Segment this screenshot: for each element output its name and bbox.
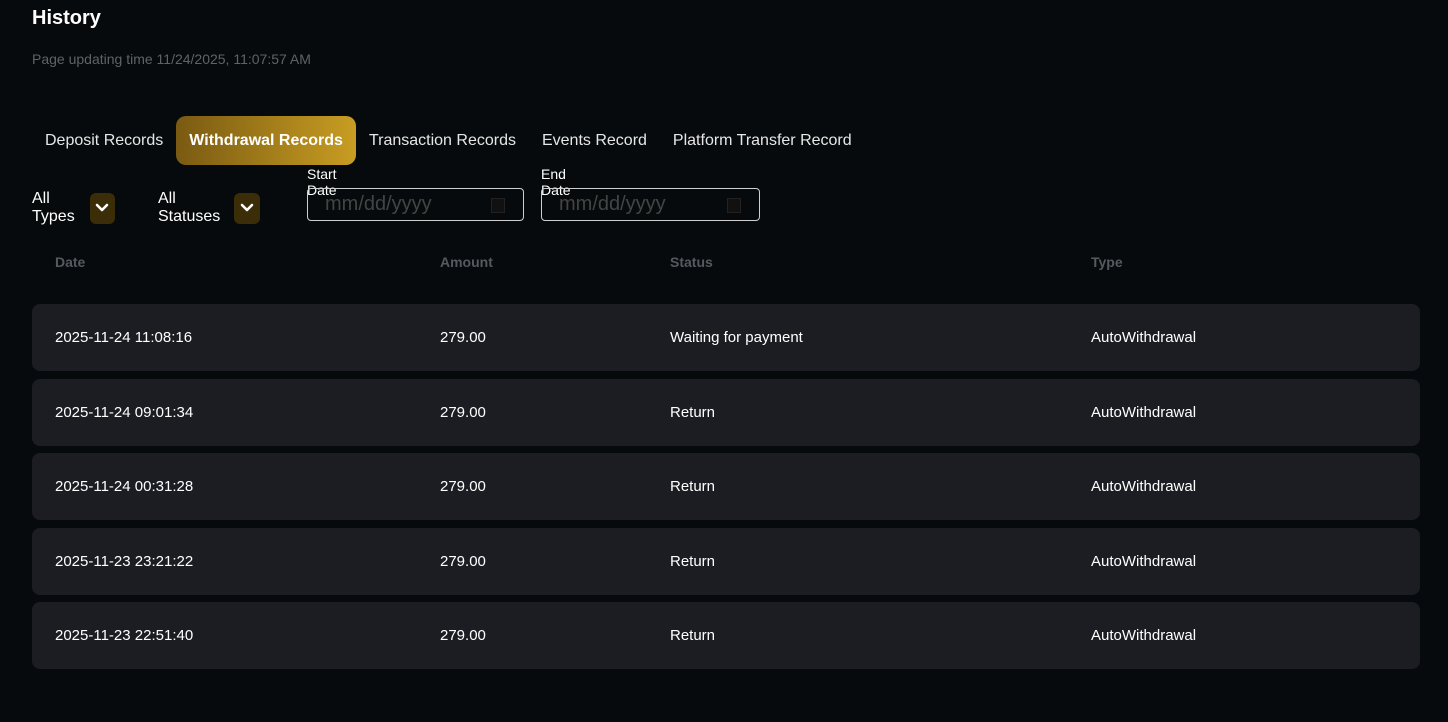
start-date-input[interactable]: mm/dd/yyyy xyxy=(307,188,524,221)
cell-amount: 279.00 xyxy=(440,553,486,570)
cell-date: 2025-11-24 09:01:34 xyxy=(55,404,194,421)
column-type: Type xyxy=(1091,254,1123,270)
table-row: 2025-11-24 00:31:28 279.00 Return AutoWithd… xyxy=(32,453,1420,520)
page-update-time: Page updating time 11/24/2025, 11:07:57 … xyxy=(32,51,311,67)
tab-deposit-records[interactable]: Deposit Records xyxy=(45,132,164,149)
cell-type: AutoWithdrawal xyxy=(1091,329,1197,346)
cell-type: AutoWithdrawal xyxy=(1091,404,1197,421)
table-row: 2025-11-24 09:01:34 279.00 Return AutoWithd… xyxy=(32,379,1420,446)
status-select[interactable]: All Statuses xyxy=(158,190,261,226)
cell-status: Waiting for payment xyxy=(670,329,803,346)
cell-type: AutoWithdrawal xyxy=(1091,478,1197,495)
cell-date: 2025-11-23 22:51:40 xyxy=(55,627,194,644)
calendar-icon[interactable] xyxy=(491,198,505,213)
record-tabs: Deposit Records Withdrawal Records Trans… xyxy=(32,116,865,165)
table-row: 2025-11-24 11:08:16 279.00 Waiting for pay… xyxy=(32,304,1420,371)
column-status: Status xyxy=(670,254,713,270)
type-select[interactable]: All Types xyxy=(32,190,115,226)
cell-status: Return xyxy=(670,553,716,570)
end-date-placeholder: mm/dd/yyyy xyxy=(559,193,666,215)
tab-withdrawal-records[interactable]: Withdrawal Records xyxy=(176,116,356,165)
cell-date: 2025-11-23 23:21:22 xyxy=(55,553,194,570)
start-date-label: Start Date xyxy=(307,166,337,198)
cell-date: 2025-11-24 00:31:28 xyxy=(55,478,194,495)
cell-status: Return xyxy=(670,404,716,421)
type-select-value: All Types xyxy=(32,190,75,225)
column-date: Date xyxy=(55,254,86,270)
cell-status: Return xyxy=(670,627,716,644)
cell-amount: 279.00 xyxy=(440,404,486,421)
cell-type: AutoWithdrawal xyxy=(1091,627,1197,644)
table-row: 2025-11-23 23:21:22 279.00 Return AutoWithd… xyxy=(32,528,1420,595)
tab-transaction-records[interactable]: Transaction Records xyxy=(368,132,516,149)
chevron-down-icon[interactable] xyxy=(234,192,261,224)
end-date-input[interactable]: mm/dd/yyyy xyxy=(541,188,760,221)
cell-type: AutoWithdrawal xyxy=(1091,553,1197,570)
cell-status: Return xyxy=(670,478,716,495)
status-select-value: All Statuses xyxy=(158,190,221,225)
chevron-down-icon[interactable] xyxy=(89,192,115,224)
cell-amount: 279.00 xyxy=(440,627,486,644)
column-amount: Amount xyxy=(440,254,493,270)
cell-amount: 279.00 xyxy=(440,478,486,495)
tab-events-record[interactable]: Events Record xyxy=(541,132,647,149)
calendar-icon[interactable] xyxy=(727,198,741,213)
cell-date: 2025-11-24 11:08:16 xyxy=(55,329,193,346)
tab-platform-transfer-record[interactable]: Platform Transfer Record xyxy=(672,132,852,149)
start-date-placeholder: mm/dd/yyyy xyxy=(325,193,432,215)
page-title: History xyxy=(32,7,101,29)
table-row: 2025-11-23 22:51:40 279.00 Return AutoWithd… xyxy=(32,602,1420,669)
cell-amount: 279.00 xyxy=(440,329,486,346)
end-date-label: End Date xyxy=(541,166,571,198)
